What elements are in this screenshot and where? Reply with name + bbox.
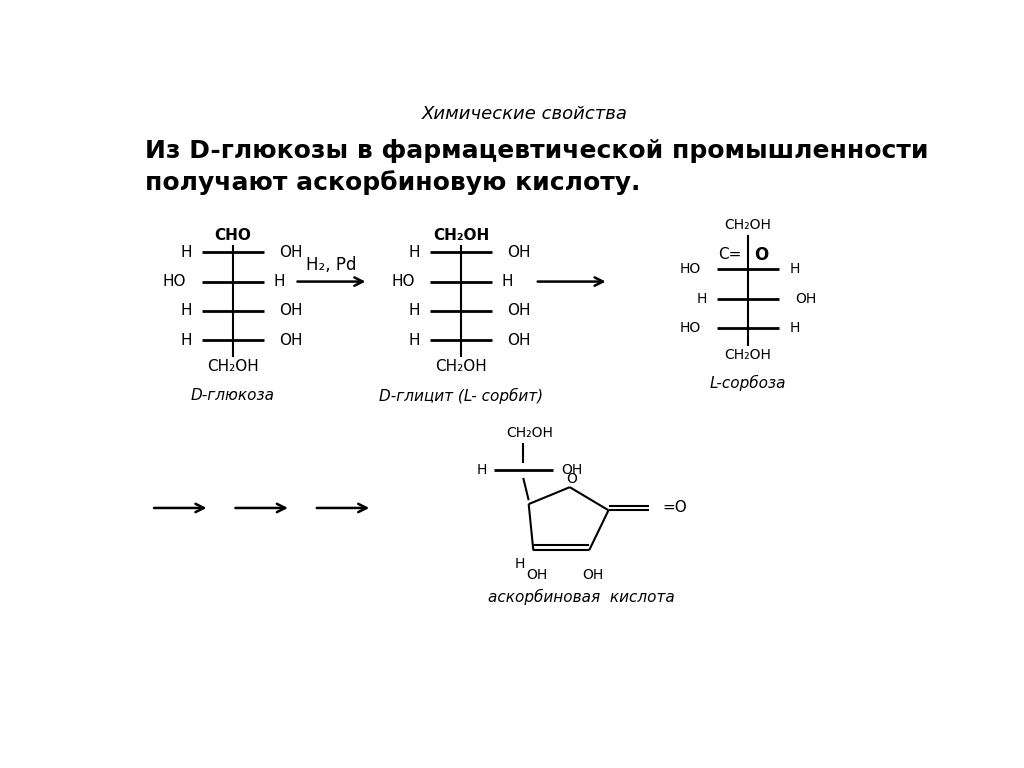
Text: CH₂OH: CH₂OH bbox=[506, 426, 553, 440]
Text: OH: OH bbox=[526, 568, 548, 582]
Text: CH₂OH: CH₂OH bbox=[725, 218, 771, 233]
Text: H: H bbox=[477, 463, 487, 477]
Text: CH₂OH: CH₂OH bbox=[725, 348, 771, 362]
Text: H: H bbox=[514, 557, 524, 571]
Text: H: H bbox=[790, 262, 800, 276]
Text: H: H bbox=[696, 292, 707, 306]
Text: H: H bbox=[409, 245, 421, 260]
Text: H: H bbox=[502, 274, 513, 289]
Text: CH₂OH: CH₂OH bbox=[435, 359, 487, 374]
Text: O: O bbox=[566, 472, 577, 486]
Text: L-сорбоза: L-сорбоза bbox=[710, 374, 786, 391]
Text: OH: OH bbox=[796, 292, 817, 306]
Text: аскорбиновая  кислота: аскорбиновая кислота bbox=[488, 588, 675, 604]
Text: OH: OH bbox=[561, 463, 583, 477]
Text: CH₂OH: CH₂OH bbox=[207, 359, 258, 374]
Text: OH: OH bbox=[508, 245, 531, 260]
Text: H: H bbox=[273, 274, 285, 289]
Text: HO: HO bbox=[679, 262, 700, 276]
Text: OH: OH bbox=[279, 333, 302, 348]
Text: H: H bbox=[180, 303, 191, 319]
Text: OH: OH bbox=[583, 568, 603, 582]
Text: H₂, Pd: H₂, Pd bbox=[306, 256, 356, 273]
Text: OH: OH bbox=[279, 245, 302, 260]
Text: H: H bbox=[790, 321, 800, 335]
Text: H: H bbox=[180, 245, 191, 260]
Text: CHO: CHO bbox=[214, 228, 251, 243]
Text: H: H bbox=[180, 333, 191, 348]
Text: OH: OH bbox=[279, 303, 302, 319]
Text: CH₂OH: CH₂OH bbox=[433, 228, 489, 243]
Text: OH: OH bbox=[508, 333, 531, 348]
Text: D-глюкоза: D-глюкоза bbox=[190, 388, 274, 403]
Text: HO: HO bbox=[163, 274, 186, 289]
Text: H: H bbox=[409, 333, 421, 348]
Text: HO: HO bbox=[679, 321, 700, 335]
Text: O: O bbox=[755, 246, 768, 263]
Text: =O: =O bbox=[663, 501, 687, 515]
Text: C=: C= bbox=[719, 247, 741, 262]
Text: Химические свойства: Химические свойства bbox=[422, 104, 628, 123]
Text: H: H bbox=[409, 303, 421, 319]
Text: Из D-глюкозы в фармацевтической промышленности: Из D-глюкозы в фармацевтической промышле… bbox=[145, 139, 929, 163]
Text: D-глицит (L- сорбит): D-глицит (L- сорбит) bbox=[379, 388, 544, 404]
Text: HO: HO bbox=[391, 274, 415, 289]
Text: OH: OH bbox=[508, 303, 531, 319]
Text: получают аскорбиновую кислоту.: получают аскорбиновую кислоту. bbox=[145, 170, 640, 195]
